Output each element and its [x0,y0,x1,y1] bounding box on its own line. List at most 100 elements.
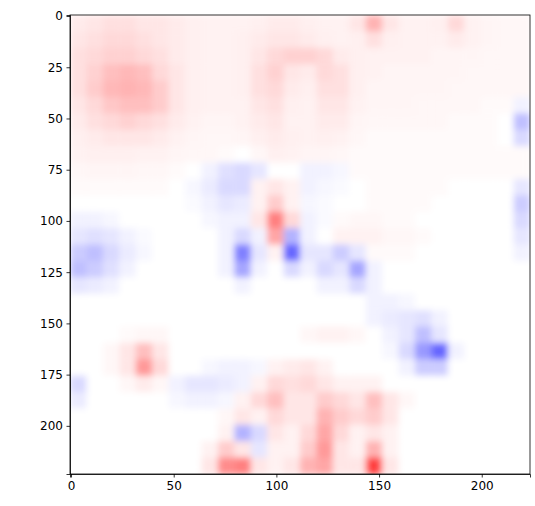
cell [86,64,103,81]
cell [399,359,416,376]
cell [185,179,202,196]
cell [333,392,350,409]
cell [349,64,366,81]
cell [251,326,268,343]
cell [103,392,120,409]
cell [300,359,317,376]
cell [136,97,153,114]
cell [333,97,350,114]
cell [201,441,218,458]
cell [103,81,120,98]
cell [333,179,350,196]
tick: 0 [55,9,70,23]
cell [201,458,218,474]
cell [169,376,186,393]
cell [103,97,120,114]
cell [497,163,514,180]
cell [218,425,235,442]
cell [86,146,103,163]
cell [415,343,432,360]
cell [333,326,350,343]
cell [431,146,448,163]
cell [103,441,120,458]
cell [103,48,120,65]
cell [201,408,218,425]
cell [251,376,268,393]
cell [415,294,432,311]
cell [201,163,218,180]
cell [152,212,169,229]
cell [349,179,366,196]
cell [185,130,202,147]
cell [267,130,284,147]
cell [366,458,383,474]
cell [366,277,383,294]
cell [514,31,530,48]
cell [349,392,366,409]
cell [251,97,268,114]
tick-mark [67,221,71,222]
cell [481,261,498,278]
cell [136,392,153,409]
cell [218,261,235,278]
cell [333,212,350,229]
cell [185,425,202,442]
axis-line [71,475,531,478]
cell [119,261,136,278]
cell [481,376,498,393]
cell [201,228,218,245]
cell [251,408,268,425]
cell [234,310,251,327]
cell [316,228,333,245]
cell [464,15,481,32]
cell [382,113,399,130]
cell [514,113,530,130]
cell [267,441,284,458]
cell [284,97,301,114]
cell [497,408,514,425]
cell [284,245,301,262]
cell [464,376,481,393]
x-axis: 050100150200 [68,474,531,493]
cell [464,212,481,229]
cell [333,245,350,262]
cell [431,310,448,327]
cell [201,326,218,343]
cell [218,195,235,212]
cell [464,64,481,81]
cell [234,458,251,474]
cell [366,376,383,393]
cell [267,163,284,180]
cell [333,195,350,212]
cell [448,294,465,311]
cell [185,48,202,65]
cell [399,310,416,327]
cell [201,294,218,311]
cell [70,195,87,212]
cell [119,163,136,180]
cell [234,48,251,65]
cell [366,31,383,48]
cell [218,245,235,262]
cell [86,326,103,343]
cell [201,261,218,278]
tick-label: 100 [265,479,288,493]
cell [333,408,350,425]
cell [415,425,432,442]
tick-label: 0 [68,479,76,493]
tick: 25 [48,61,70,75]
cell [152,261,169,278]
cell [399,245,416,262]
cell [415,64,432,81]
cell [185,146,202,163]
cell [415,48,432,65]
cell [415,130,432,147]
cell [448,458,465,474]
cell [103,195,120,212]
cell [218,31,235,48]
tick-mark [67,67,71,68]
cell [267,31,284,48]
cell [399,64,416,81]
tick-label: 200 [471,479,494,493]
cell [316,163,333,180]
